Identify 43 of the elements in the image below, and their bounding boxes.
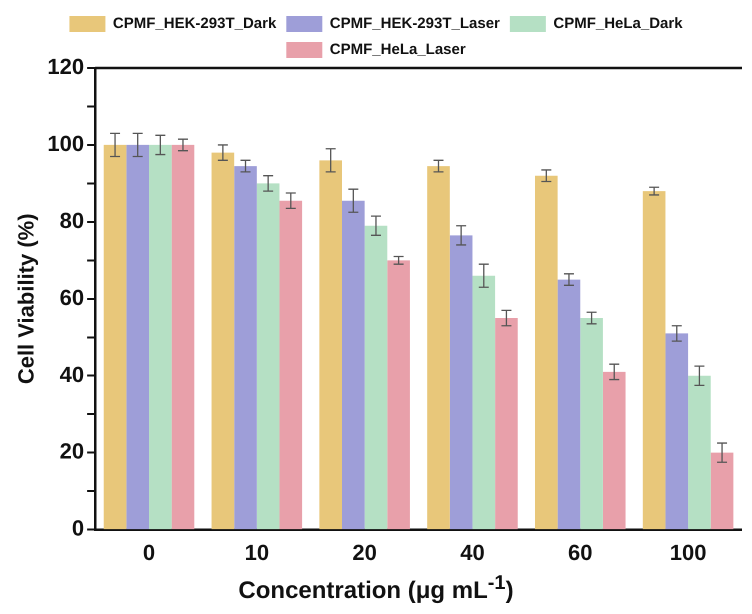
bar [279,200,302,530]
x-tick-label: 100 [670,540,706,565]
bar [319,160,342,530]
bar [495,318,518,530]
y-tick-label: 60 [60,284,84,310]
bar [580,318,603,530]
legend-label: CPMF_HEK-293T_Dark [112,15,277,32]
bar [665,333,688,530]
bar [450,235,472,530]
bar [149,144,172,530]
legend-label: CPMF_HeLa_Laser [330,41,466,58]
bar [126,144,150,530]
x-tick-label: 20 [352,540,377,565]
x-tick-label: 40 [460,540,485,565]
y-tick-label: 120 [47,54,84,80]
y-tick-label: 80 [60,208,84,233]
bar [172,144,194,530]
x-tick-label: 60 [568,540,593,565]
y-axis-title: Cell Viability (%) [13,213,38,384]
legend-label: CPMF_HEK-293T_Laser [330,15,500,32]
bar [427,166,450,530]
bar [256,183,280,530]
bar [364,226,388,530]
bar [602,372,626,530]
x-tick-label: 10 [244,540,270,565]
y-tick-label: 100 [47,130,84,156]
bar [342,200,365,530]
y-tick-label: 20 [60,438,84,464]
bar [688,376,711,530]
x-tick-label: 0 [142,540,156,565]
bar [212,152,234,530]
legend-label: CPMF_HeLa_Dark [553,15,684,32]
bar [558,280,580,530]
bar [710,452,734,530]
bar [387,260,410,530]
bar [234,166,257,530]
bar [104,144,126,530]
bar [472,276,496,530]
y-tick-label: 40 [60,362,84,387]
bar [534,176,558,530]
y-tick-label: 0 [72,516,84,541]
bar [642,191,666,530]
x-axis-title: Concentration (μg mL$^{-1}$) [237,572,515,605]
